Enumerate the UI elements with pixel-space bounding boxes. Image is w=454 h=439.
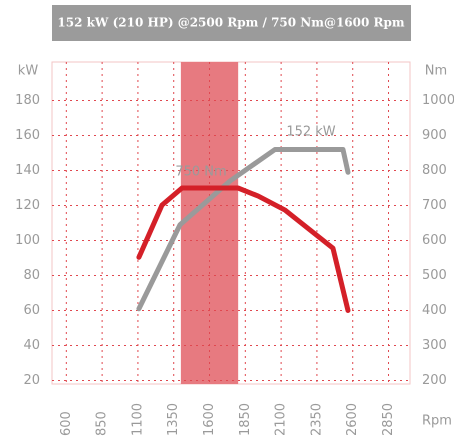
y2-tick-label: 500 — [422, 268, 447, 283]
y-tick-label: 160 — [15, 128, 40, 143]
highlight-band — [180, 62, 239, 384]
y-tick-label: 80 — [23, 268, 40, 283]
y2-tick-label: 400 — [422, 303, 447, 318]
x-tick-label: 1850 — [238, 403, 253, 436]
x-axis-label: Rpm — [422, 414, 452, 429]
title-box — [52, 5, 411, 41]
y-tick-label: 100 — [15, 233, 40, 248]
series-label: 750 Nm — [175, 165, 226, 180]
y-tick-label: 20 — [23, 373, 40, 388]
y-axis-label: kW — [18, 64, 39, 79]
series-line — [136, 185, 351, 313]
x-tick-label: 1600 — [202, 403, 217, 436]
y2-tick-label: 800 — [422, 163, 447, 178]
y-tick-label: 60 — [23, 303, 40, 318]
x-tick-label: 1350 — [166, 403, 181, 436]
y2-tick-label: 200 — [422, 373, 447, 388]
y-tick-label: 140 — [15, 163, 40, 178]
x-tick-label: 2850 — [381, 403, 396, 436]
x-tick-label: 2100 — [274, 403, 289, 436]
y2-axis-label: Nm — [425, 64, 447, 79]
x-tick-label: 2350 — [309, 403, 324, 436]
y-tick-label: 120 — [15, 198, 40, 213]
y2-tick-label: 300 — [422, 338, 447, 353]
x-tick-label: 2600 — [345, 403, 360, 436]
series-line — [136, 147, 351, 312]
y-tick-label: 180 — [15, 93, 40, 108]
x-tick-label: 1100 — [130, 403, 145, 436]
y-tick-label: 40 — [23, 338, 40, 353]
y2-tick-label: 700 — [422, 198, 447, 213]
y2-tick-label: 600 — [422, 233, 447, 248]
chart-title: 152 kW (210 HP) @2500 Rpm / 750 Nm@1600 … — [57, 16, 405, 30]
x-tick-label: 850 — [95, 411, 110, 436]
series-label: 152 kW — [286, 125, 335, 140]
x-tick-label: 600 — [59, 411, 74, 436]
y2-tick-label: 900 — [422, 128, 447, 143]
y2-tick-label: 1000 — [422, 93, 454, 108]
